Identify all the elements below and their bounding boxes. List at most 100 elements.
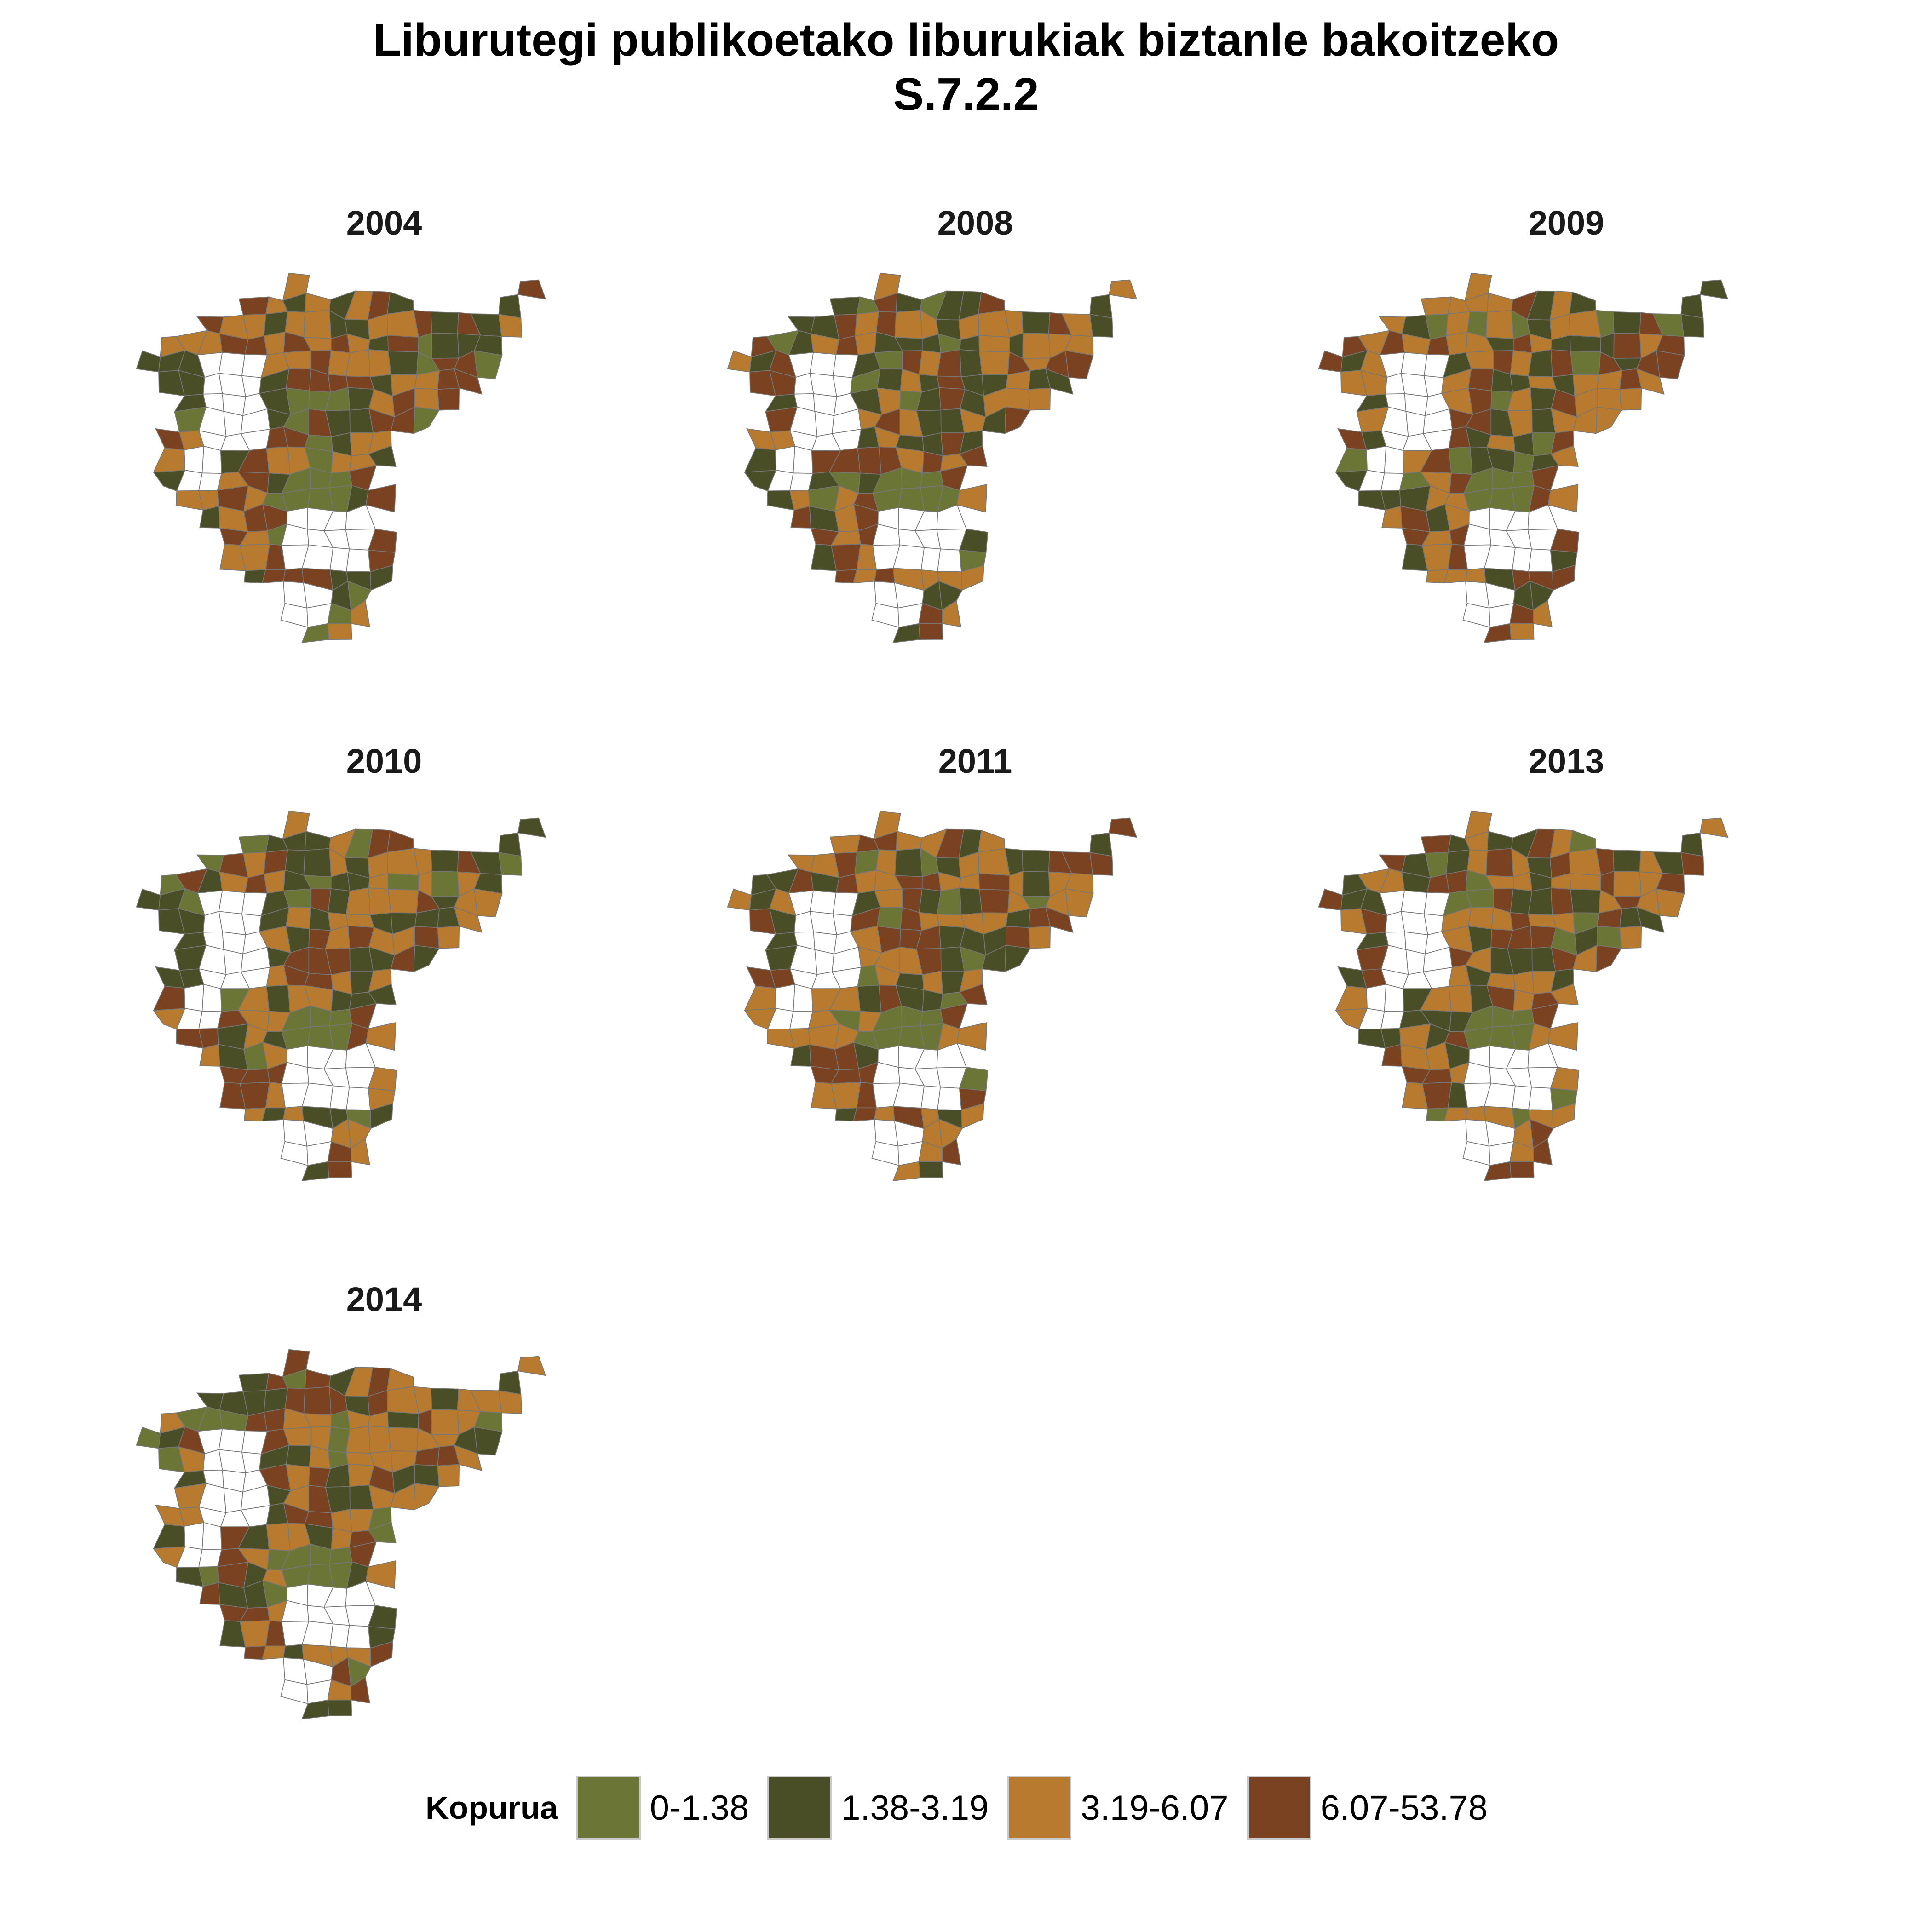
choropleth-map bbox=[727, 811, 1138, 1182]
municipality-region bbox=[1422, 544, 1452, 571]
municipality-region bbox=[959, 349, 983, 378]
municipality-region bbox=[1444, 569, 1468, 584]
title-line-2: S.7.2.2 bbox=[893, 69, 1039, 120]
municipality-region bbox=[1004, 406, 1031, 434]
municipality-region bbox=[1028, 387, 1051, 411]
municipality-region bbox=[266, 1523, 291, 1552]
municipality-region bbox=[854, 869, 877, 894]
municipality-region bbox=[920, 1009, 944, 1027]
municipality-region bbox=[351, 600, 370, 627]
municipality-region bbox=[387, 873, 420, 891]
municipality-region bbox=[1444, 1107, 1468, 1122]
municipality-region bbox=[829, 834, 861, 854]
municipality-region bbox=[305, 293, 331, 313]
municipality-region bbox=[223, 1487, 243, 1513]
municipality-region bbox=[474, 888, 503, 918]
municipality-region bbox=[1596, 926, 1622, 949]
municipality-region bbox=[894, 848, 923, 878]
municipality-region bbox=[498, 314, 523, 338]
municipality-region bbox=[365, 1560, 397, 1589]
municipality-region bbox=[431, 1409, 460, 1435]
municipality-region bbox=[1422, 1082, 1452, 1110]
municipality-region bbox=[1528, 887, 1553, 916]
municipality-region bbox=[1512, 547, 1532, 572]
map-panel-2011: 2011 bbox=[720, 741, 1230, 1205]
municipality-region bbox=[280, 603, 309, 628]
municipality-region bbox=[1400, 352, 1428, 376]
choropleth-map bbox=[1318, 272, 1729, 644]
municipality-region bbox=[498, 832, 522, 857]
municipality-region bbox=[286, 1445, 312, 1468]
municipality-region bbox=[1004, 944, 1031, 972]
municipality-region bbox=[1569, 310, 1602, 338]
municipality-region bbox=[413, 406, 440, 434]
municipality-region bbox=[1680, 294, 1704, 319]
municipality-region bbox=[414, 926, 440, 949]
municipality-region bbox=[283, 1106, 304, 1121]
municipality-region bbox=[961, 1103, 984, 1129]
municipality-region bbox=[368, 349, 391, 378]
municipality-layer bbox=[136, 272, 546, 644]
municipality-region bbox=[1400, 911, 1428, 936]
municipality-region bbox=[351, 1138, 370, 1166]
choropleth-map bbox=[727, 272, 1138, 644]
municipality-region bbox=[1533, 1138, 1552, 1166]
municipality-region bbox=[498, 294, 522, 319]
municipality-region bbox=[1045, 906, 1074, 933]
municipality-region bbox=[894, 310, 923, 339]
municipality-region bbox=[218, 1428, 246, 1453]
municipality-region bbox=[829, 296, 861, 316]
municipality-region bbox=[305, 1369, 331, 1389]
municipality-region bbox=[937, 349, 962, 378]
municipality-region bbox=[1405, 411, 1426, 437]
municipality-region bbox=[809, 373, 837, 397]
municipality-region bbox=[1511, 1009, 1535, 1027]
municipality-region bbox=[1596, 387, 1622, 411]
municipality-region bbox=[327, 623, 352, 640]
municipality-region bbox=[345, 887, 371, 916]
municipality-region bbox=[1487, 831, 1513, 851]
municipality-region bbox=[498, 852, 523, 876]
legend-item: 3.19-6.07 bbox=[1007, 1776, 1229, 1840]
municipality-region bbox=[518, 817, 546, 838]
municipality-region bbox=[1462, 1141, 1491, 1166]
municipality-region bbox=[1680, 832, 1704, 857]
municipality-region bbox=[1065, 350, 1094, 380]
municipality-region bbox=[1366, 983, 1386, 1012]
municipality-region bbox=[370, 564, 393, 591]
municipality-region bbox=[240, 1082, 270, 1110]
municipality-region bbox=[1700, 817, 1729, 838]
municipality-region bbox=[896, 293, 922, 313]
municipality-region bbox=[327, 1699, 352, 1717]
municipality-region bbox=[1528, 349, 1553, 378]
municipality-region bbox=[283, 1644, 304, 1660]
municipality-region bbox=[307, 1025, 334, 1050]
choropleth-map bbox=[136, 1349, 546, 1720]
municipality-region bbox=[329, 1085, 350, 1110]
municipality-region bbox=[1005, 926, 1031, 949]
legend-swatch bbox=[767, 1776, 832, 1840]
municipality-region bbox=[370, 1641, 393, 1668]
municipality-region bbox=[744, 447, 776, 473]
municipality-region bbox=[329, 1547, 353, 1565]
municipality-region bbox=[454, 368, 483, 395]
municipality-region bbox=[305, 831, 331, 851]
municipality-region bbox=[814, 949, 834, 975]
municipality-region bbox=[266, 984, 291, 1013]
municipality-region bbox=[1448, 446, 1473, 475]
municipality-region bbox=[153, 985, 185, 1011]
municipality-region bbox=[1400, 373, 1428, 397]
municipality-region bbox=[1512, 1085, 1532, 1110]
municipality-region bbox=[454, 906, 483, 933]
legend-swatch bbox=[1007, 1776, 1072, 1840]
municipality-region bbox=[1613, 333, 1642, 359]
municipality-region bbox=[1595, 406, 1622, 434]
municipality-region bbox=[184, 983, 204, 1012]
municipality-region bbox=[978, 334, 1011, 352]
legend-label: 0-1.38 bbox=[650, 1788, 749, 1828]
municipality-region bbox=[454, 1444, 483, 1472]
municipality-region bbox=[1448, 984, 1473, 1013]
municipality-region bbox=[1636, 368, 1665, 395]
municipality-region bbox=[1550, 349, 1574, 378]
municipality-region bbox=[1700, 279, 1729, 300]
